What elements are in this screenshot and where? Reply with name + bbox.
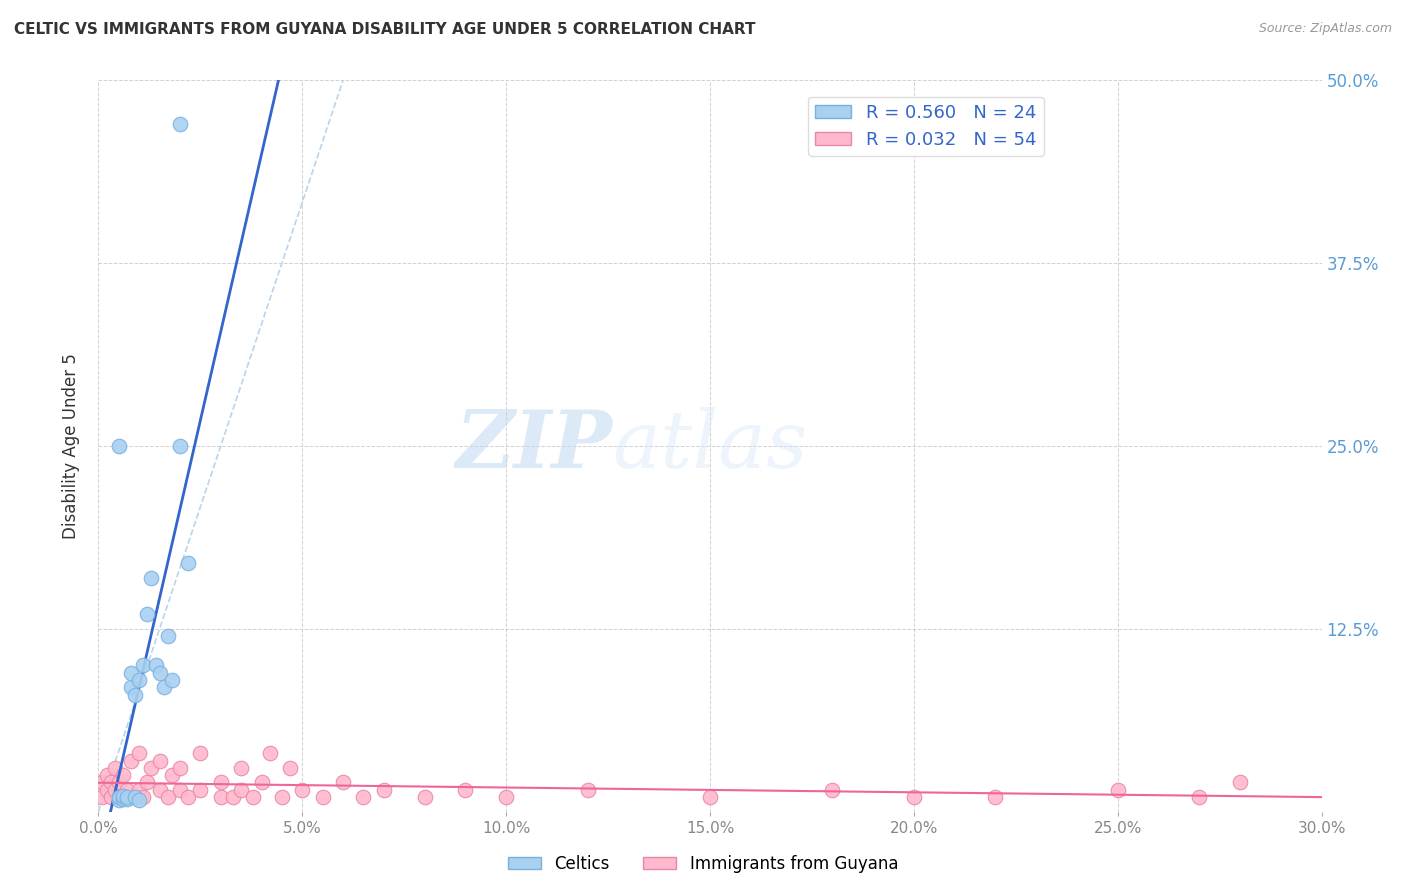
Point: [1188, 790, 1211, 805]
Point: [108, 793, 131, 807]
Point: [120, 665, 142, 680]
Point: [111, 789, 134, 803]
Point: [149, 665, 172, 680]
Point: [259, 746, 281, 760]
Point: [115, 782, 138, 797]
Point: [91, 790, 114, 805]
Point: [120, 681, 142, 695]
Point: [108, 775, 131, 789]
Point: [1107, 782, 1129, 797]
Point: [231, 782, 253, 797]
Legend: Celtics, Immigrants from Guyana: Celtics, Immigrants from Guyana: [501, 848, 905, 880]
Point: [209, 775, 232, 789]
Point: [91, 775, 114, 789]
Point: [231, 761, 253, 775]
Point: [984, 790, 1007, 805]
Point: [291, 782, 314, 797]
Text: CELTIC VS IMMIGRANTS FROM GUYANA DISABILITY AGE UNDER 5 CORRELATION CHART: CELTIC VS IMMIGRANTS FROM GUYANA DISABIL…: [14, 22, 755, 37]
Point: [132, 790, 155, 805]
Text: Source: ZipAtlas.com: Source: ZipAtlas.com: [1258, 22, 1392, 36]
Point: [149, 754, 172, 768]
Point: [160, 768, 183, 782]
Point: [100, 775, 122, 789]
Point: [104, 782, 127, 797]
Point: [177, 556, 200, 570]
Point: [188, 746, 212, 760]
Point: [242, 790, 264, 805]
Text: atlas: atlas: [612, 408, 807, 484]
Point: [152, 681, 174, 695]
Point: [141, 761, 163, 775]
Point: [903, 790, 925, 805]
Point: [96, 782, 118, 797]
Point: [188, 782, 212, 797]
Point: [169, 117, 191, 131]
Point: [373, 782, 395, 797]
Point: [124, 790, 146, 805]
Point: [111, 791, 134, 805]
Point: [149, 782, 172, 797]
Point: [120, 754, 142, 768]
Point: [270, 790, 294, 805]
Point: [312, 790, 335, 805]
Point: [132, 658, 155, 673]
Point: [100, 790, 122, 805]
Point: [115, 790, 138, 805]
Point: [699, 790, 721, 805]
Point: [160, 673, 183, 687]
Point: [111, 768, 134, 782]
Point: [104, 761, 127, 775]
Point: [108, 790, 131, 805]
Point: [124, 688, 146, 702]
Point: [209, 790, 232, 805]
Point: [136, 607, 159, 622]
Point: [156, 790, 179, 805]
Point: [141, 571, 163, 585]
Point: [495, 790, 517, 805]
Point: [413, 790, 436, 805]
Point: [169, 439, 191, 453]
Point: [128, 793, 150, 807]
Point: [128, 746, 150, 760]
Point: [250, 775, 273, 789]
Y-axis label: Disability Age Under 5: Disability Age Under 5: [62, 353, 80, 539]
Point: [821, 782, 844, 797]
Point: [332, 775, 354, 789]
Point: [108, 790, 131, 805]
Point: [454, 782, 477, 797]
Point: [115, 791, 138, 805]
Legend: R = 0.560   N = 24, R = 0.032   N = 54: R = 0.560 N = 24, R = 0.032 N = 54: [808, 96, 1043, 156]
Point: [108, 439, 131, 453]
Point: [145, 658, 167, 673]
Point: [96, 768, 118, 782]
Point: [128, 782, 150, 797]
Point: [136, 775, 159, 789]
Point: [278, 761, 301, 775]
Point: [169, 782, 191, 797]
Point: [177, 790, 200, 805]
Point: [352, 790, 374, 805]
Point: [222, 790, 245, 805]
Point: [124, 790, 146, 805]
Point: [169, 761, 191, 775]
Point: [576, 782, 599, 797]
Point: [1229, 775, 1251, 789]
Point: [156, 629, 179, 643]
Text: ZIP: ZIP: [456, 408, 612, 484]
Point: [128, 673, 150, 687]
